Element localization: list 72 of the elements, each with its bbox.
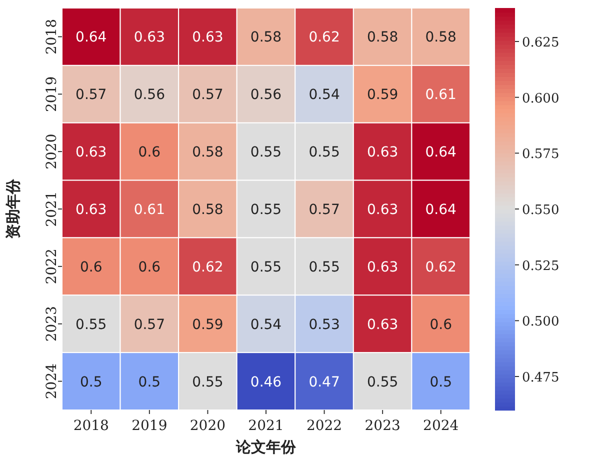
data-label: 0.63 bbox=[366, 316, 398, 333]
y-tick-label: 2024 bbox=[44, 363, 60, 400]
x-axis-title: 论文年份 bbox=[235, 438, 297, 456]
data-label: 0.63 bbox=[192, 30, 224, 46]
data-label: 0.63 bbox=[76, 202, 107, 218]
data-label: 0.64 bbox=[425, 144, 457, 161]
data-label: 0.61 bbox=[425, 87, 456, 104]
data-label: 0.63 bbox=[366, 144, 398, 161]
data-label: 0.6 bbox=[80, 259, 102, 276]
data-label: 0.6 bbox=[138, 144, 161, 161]
data-label: 0.47 bbox=[308, 374, 340, 390]
data-label: 0.57 bbox=[134, 316, 166, 333]
data-label: 0.56 bbox=[134, 87, 166, 104]
data-label: 0.63 bbox=[366, 202, 398, 218]
data-label: 0.5 bbox=[80, 374, 102, 390]
y-tick-label: 2018 bbox=[44, 18, 60, 55]
x-tick-label: 2024 bbox=[423, 418, 459, 434]
data-label: 0.57 bbox=[192, 87, 224, 104]
data-label: 0.62 bbox=[192, 259, 224, 276]
x-tick-label: 2020 bbox=[190, 418, 226, 434]
data-label: 0.58 bbox=[366, 30, 398, 46]
data-label: 0.58 bbox=[192, 144, 224, 161]
x-tick-label: 2021 bbox=[248, 418, 284, 434]
data-label: 0.63 bbox=[134, 30, 166, 46]
data-label: 0.55 bbox=[76, 316, 107, 333]
data-label: 0.55 bbox=[308, 144, 340, 161]
color-bar-label: 0.625 bbox=[522, 36, 560, 50]
data-label: 0.55 bbox=[192, 374, 224, 390]
data-label: 0.54 bbox=[250, 316, 282, 333]
x-tick-label: 2022 bbox=[306, 418, 342, 434]
data-label: 0.62 bbox=[308, 30, 340, 46]
y-tick-label: 2021 bbox=[44, 191, 60, 227]
data-label: 0.63 bbox=[76, 144, 107, 161]
data-label: 0.5 bbox=[430, 374, 452, 390]
data-label: 0.63 bbox=[366, 259, 398, 276]
data-label: 0.53 bbox=[308, 316, 340, 333]
color-bar-label: 0.600 bbox=[522, 91, 560, 106]
y-tick-label: 2023 bbox=[44, 306, 60, 342]
y-axis-title: 资助年份 bbox=[4, 178, 22, 239]
color-bar-label: 0.525 bbox=[522, 258, 560, 274]
y-tick-label: 2022 bbox=[44, 248, 60, 284]
data-label: 0.55 bbox=[366, 374, 398, 390]
data-label: 0.5 bbox=[138, 374, 161, 390]
data-label: 0.58 bbox=[250, 30, 282, 46]
data-label: 0.6 bbox=[138, 259, 161, 276]
data-label: 0.57 bbox=[76, 87, 107, 104]
data-label: 0.56 bbox=[250, 87, 282, 104]
data-label: 0.62 bbox=[425, 259, 456, 276]
color-bar-label: 0.550 bbox=[522, 203, 560, 218]
data-label: 0.54 bbox=[308, 87, 340, 104]
data-label: 0.61 bbox=[134, 202, 166, 218]
data-label: 0.55 bbox=[250, 144, 282, 161]
data-label: 0.64 bbox=[76, 30, 107, 46]
y-tick-label: 2019 bbox=[44, 76, 60, 112]
data-label: 0.6 bbox=[430, 316, 452, 333]
data-label: 0.46 bbox=[250, 374, 282, 390]
data-label: 0.59 bbox=[366, 87, 398, 104]
data-label: 0.57 bbox=[308, 202, 340, 218]
data-label: 0.58 bbox=[192, 202, 224, 218]
y-tick-label: 2020 bbox=[44, 134, 60, 170]
color-bar-label: 0.500 bbox=[522, 314, 560, 330]
data-label: 0.59 bbox=[192, 316, 224, 333]
data-label: 0.55 bbox=[250, 259, 282, 276]
x-tick-label: 2023 bbox=[364, 418, 400, 434]
x-tick-label: 2018 bbox=[73, 418, 109, 434]
color-bar-label: 0.575 bbox=[522, 147, 560, 162]
data-label: 0.58 bbox=[425, 30, 456, 46]
x-tick-label: 2019 bbox=[132, 418, 168, 434]
data-label: 0.55 bbox=[308, 259, 340, 276]
data-label: 0.55 bbox=[250, 202, 282, 218]
color-bar-label: 0.475 bbox=[522, 370, 560, 386]
data-label: 0.64 bbox=[425, 202, 457, 218]
